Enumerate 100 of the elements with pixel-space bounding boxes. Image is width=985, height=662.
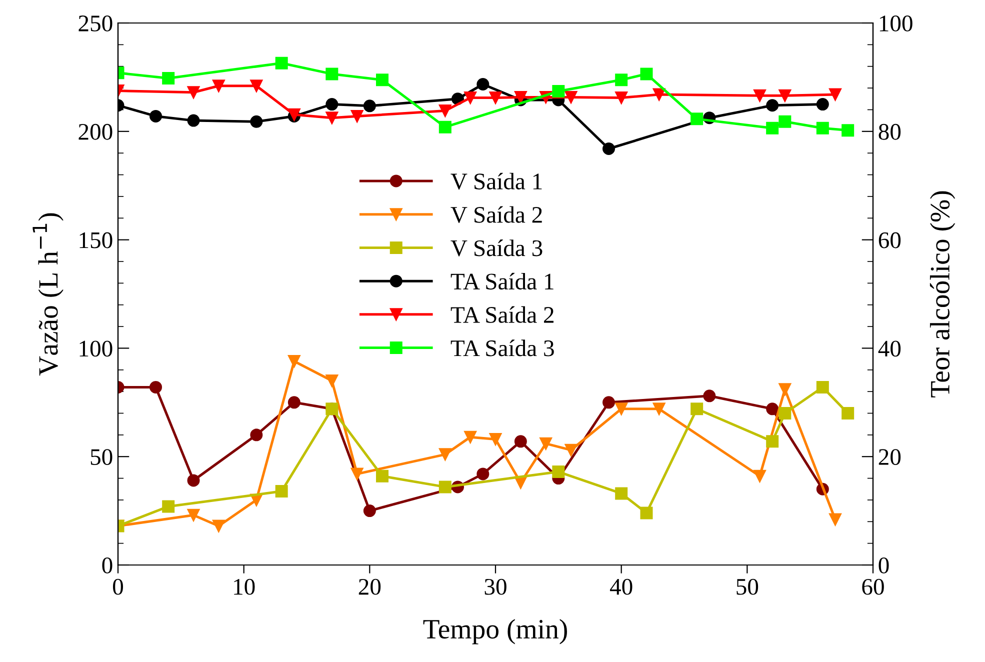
point bbox=[829, 513, 842, 526]
legend-label: TA Saída 1 bbox=[450, 272, 554, 290]
point bbox=[778, 115, 792, 128]
legend-label: V Saída 3 bbox=[450, 240, 542, 256]
point bbox=[438, 448, 452, 461]
point bbox=[212, 80, 225, 92]
point bbox=[690, 402, 704, 416]
x-tick-label: 20 bbox=[358, 578, 381, 595]
y-tick-label: 100 bbox=[80, 340, 112, 357]
legend-label: V Saída 1 bbox=[450, 172, 542, 190]
point bbox=[162, 500, 175, 513]
point bbox=[602, 396, 615, 409]
point bbox=[778, 383, 792, 396]
y2-tick-label: 60 bbox=[878, 232, 901, 248]
point bbox=[162, 72, 175, 85]
x-tick-label: 10 bbox=[234, 578, 255, 595]
y2-tick-label: 20 bbox=[878, 449, 901, 466]
legend-label: V Saída 2 bbox=[450, 206, 542, 223]
point bbox=[250, 80, 263, 92]
point bbox=[640, 506, 653, 520]
point bbox=[842, 406, 854, 420]
point bbox=[326, 374, 338, 387]
legend-label: TA Saída 2 bbox=[450, 306, 554, 323]
point bbox=[652, 88, 666, 101]
point bbox=[615, 402, 628, 416]
point bbox=[489, 92, 502, 104]
point bbox=[690, 112, 704, 126]
point bbox=[766, 402, 779, 416]
point bbox=[464, 92, 477, 104]
point bbox=[652, 402, 666, 416]
point bbox=[514, 91, 527, 104]
point bbox=[476, 468, 490, 480]
y2-axis-title: Teor alcoólico (%) bbox=[930, 191, 956, 398]
point bbox=[766, 99, 779, 112]
x-tick-label: 60 bbox=[862, 578, 884, 595]
point bbox=[275, 56, 288, 70]
point bbox=[640, 68, 653, 80]
y-tick-label: 0 bbox=[102, 557, 112, 574]
point bbox=[514, 435, 527, 448]
point bbox=[187, 86, 200, 99]
point bbox=[438, 104, 452, 118]
point bbox=[288, 396, 300, 409]
point bbox=[602, 142, 615, 155]
point bbox=[288, 354, 300, 368]
point bbox=[212, 520, 225, 532]
y2-tick-label: 40 bbox=[878, 340, 901, 357]
point bbox=[816, 380, 829, 394]
point bbox=[842, 124, 854, 137]
point bbox=[438, 480, 452, 494]
point bbox=[552, 466, 565, 478]
point bbox=[766, 122, 779, 134]
x-axis-title: Tempo (min) bbox=[423, 619, 567, 644]
point bbox=[816, 122, 829, 134]
point bbox=[615, 74, 628, 86]
point bbox=[464, 430, 477, 444]
point bbox=[326, 68, 338, 80]
point bbox=[363, 504, 376, 518]
point bbox=[275, 485, 288, 498]
point bbox=[363, 100, 376, 112]
point bbox=[326, 98, 338, 111]
point bbox=[540, 437, 552, 450]
point bbox=[703, 390, 716, 402]
y-tick-label: 200 bbox=[78, 124, 112, 140]
y-tick-label: 150 bbox=[80, 232, 112, 248]
point bbox=[552, 85, 565, 98]
point bbox=[250, 428, 263, 442]
point bbox=[438, 120, 452, 134]
point bbox=[564, 91, 578, 104]
point bbox=[150, 110, 162, 122]
y-tick-label: 250 bbox=[78, 15, 112, 32]
point bbox=[615, 92, 628, 104]
point bbox=[476, 78, 490, 90]
y2-tick-label: 80 bbox=[878, 124, 901, 140]
y2-tick-label: 0 bbox=[878, 557, 889, 574]
y-axis-title: Vazão (L h$^{−1}$) bbox=[32, 213, 64, 376]
x-tick-label: 30 bbox=[484, 578, 506, 595]
legend-label: TA Saída 3 bbox=[450, 340, 554, 356]
y2-tick-label: 100 bbox=[880, 15, 912, 32]
point bbox=[187, 474, 200, 487]
x-tick-label: 0 bbox=[112, 578, 124, 595]
point bbox=[250, 115, 263, 128]
point bbox=[187, 508, 200, 522]
point bbox=[766, 435, 779, 448]
point bbox=[489, 433, 502, 446]
x-tick-label: 40 bbox=[610, 578, 632, 595]
point bbox=[778, 406, 792, 420]
point bbox=[376, 470, 388, 482]
point bbox=[187, 114, 200, 127]
point bbox=[350, 468, 364, 480]
point bbox=[376, 74, 388, 86]
point bbox=[778, 89, 792, 102]
point bbox=[829, 88, 842, 101]
point bbox=[150, 380, 162, 394]
point bbox=[564, 444, 578, 456]
point bbox=[615, 487, 628, 500]
point bbox=[326, 112, 338, 124]
x-tick-label: 50 bbox=[736, 578, 758, 595]
y-tick-label: 50 bbox=[90, 449, 112, 466]
point bbox=[754, 89, 766, 102]
point bbox=[350, 110, 364, 122]
